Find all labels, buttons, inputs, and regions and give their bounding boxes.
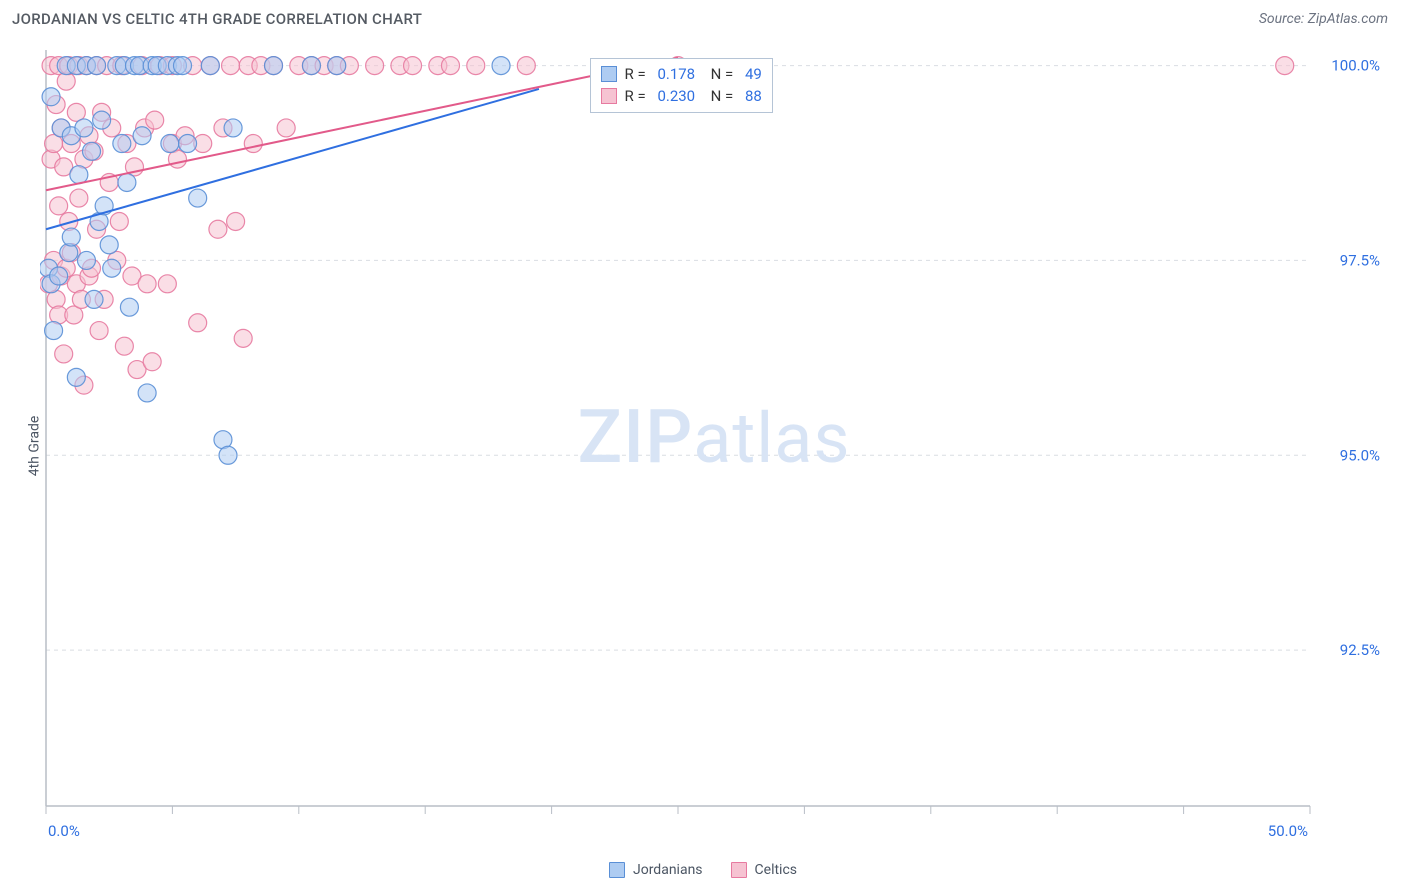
scatter-point: [404, 57, 422, 75]
svg-text:0.0%: 0.0%: [48, 822, 80, 840]
scatter-point: [85, 290, 103, 308]
scatter-point: [234, 329, 252, 347]
scatter-point: [55, 345, 73, 363]
scatter-point: [143, 353, 161, 371]
scatter-point: [110, 212, 128, 230]
scatter-point: [83, 142, 101, 160]
scatter-point: [224, 119, 242, 137]
scatter-point: [227, 212, 245, 230]
trend-line: [46, 89, 539, 229]
legend-item-jordanians: Jordanians: [609, 862, 703, 878]
scatter-point: [277, 119, 295, 137]
scatter-point: [50, 197, 68, 215]
scatter-point: [189, 189, 207, 207]
scatter-point: [138, 384, 156, 402]
legend-swatch-icon: [731, 862, 747, 878]
stats-legend-box: R = 0.178 N = 49R = 0.230 N = 88: [590, 58, 773, 113]
svg-text:92.5%: 92.5%: [1340, 641, 1380, 659]
scatter-point: [174, 57, 192, 75]
scatter-point: [45, 322, 63, 340]
scatter-point: [103, 259, 121, 277]
legend-label: Celtics: [755, 862, 797, 878]
chart-source: Source: ZipAtlas.com: [1259, 11, 1388, 27]
scatter-point: [93, 111, 111, 129]
scatter-point: [70, 166, 88, 184]
scatter-point: [60, 244, 78, 262]
scatter-point: [265, 57, 283, 75]
scatter-point: [88, 57, 106, 75]
scatter-point: [1276, 57, 1294, 75]
scatter-point: [161, 135, 179, 153]
scatter-point: [42, 88, 60, 106]
scatter-point: [222, 57, 240, 75]
scatter-point: [492, 57, 510, 75]
scatter-point: [100, 236, 118, 254]
scatter-point: [201, 57, 219, 75]
scatter-point: [90, 322, 108, 340]
scatter-point: [75, 119, 93, 137]
svg-text:100.0%: 100.0%: [1331, 57, 1380, 75]
scatter-point: [138, 275, 156, 293]
chart-title: JORDANIAN VS CELTIC 4TH GRADE CORRELATIO…: [12, 10, 422, 28]
scatter-point: [50, 267, 68, 285]
stats-row: R = 0.230 N = 88: [601, 85, 762, 108]
legend-swatch-icon: [609, 862, 625, 878]
scatter-point: [441, 57, 459, 75]
scatter-point: [77, 251, 95, 269]
scatter-point: [133, 127, 151, 145]
scatter-point: [179, 135, 197, 153]
scatter-point: [467, 57, 485, 75]
svg-text:97.5%: 97.5%: [1340, 251, 1380, 269]
scatter-point: [67, 368, 85, 386]
scatter-point: [115, 337, 133, 355]
scatter-point: [120, 298, 138, 316]
scatter-chart: 92.5% 95.0% 97.5% 100.0% 0.0% 50.0%: [40, 44, 1388, 840]
scatter-point: [302, 57, 320, 75]
scatter-point: [158, 275, 176, 293]
scatter-point: [366, 57, 384, 75]
scatter-point: [113, 135, 131, 153]
scatter-point: [517, 57, 535, 75]
svg-text:50.0%: 50.0%: [1268, 822, 1308, 840]
scatter-point: [189, 314, 207, 332]
scatter-point: [146, 111, 164, 129]
svg-text:95.0%: 95.0%: [1340, 446, 1380, 464]
chart-header: JORDANIAN VS CELTIC 4TH GRADE CORRELATIO…: [0, 0, 1406, 34]
scatter-point: [209, 220, 227, 238]
legend-label: Jordanians: [633, 862, 703, 878]
scatter-point: [62, 228, 80, 246]
scatter-point: [328, 57, 346, 75]
scatter-point: [244, 135, 262, 153]
plot-area: 92.5%95.0%97.5%100.0%0.0%50.0% ZIPatlas …: [40, 44, 1388, 840]
scatter-point: [118, 173, 136, 191]
stats-row: R = 0.178 N = 49: [601, 63, 762, 86]
bottom-legend: Jordanians Celtics: [0, 862, 1406, 878]
scatter-point: [219, 446, 237, 464]
legend-item-celtics: Celtics: [731, 862, 797, 878]
scatter-point: [70, 189, 88, 207]
